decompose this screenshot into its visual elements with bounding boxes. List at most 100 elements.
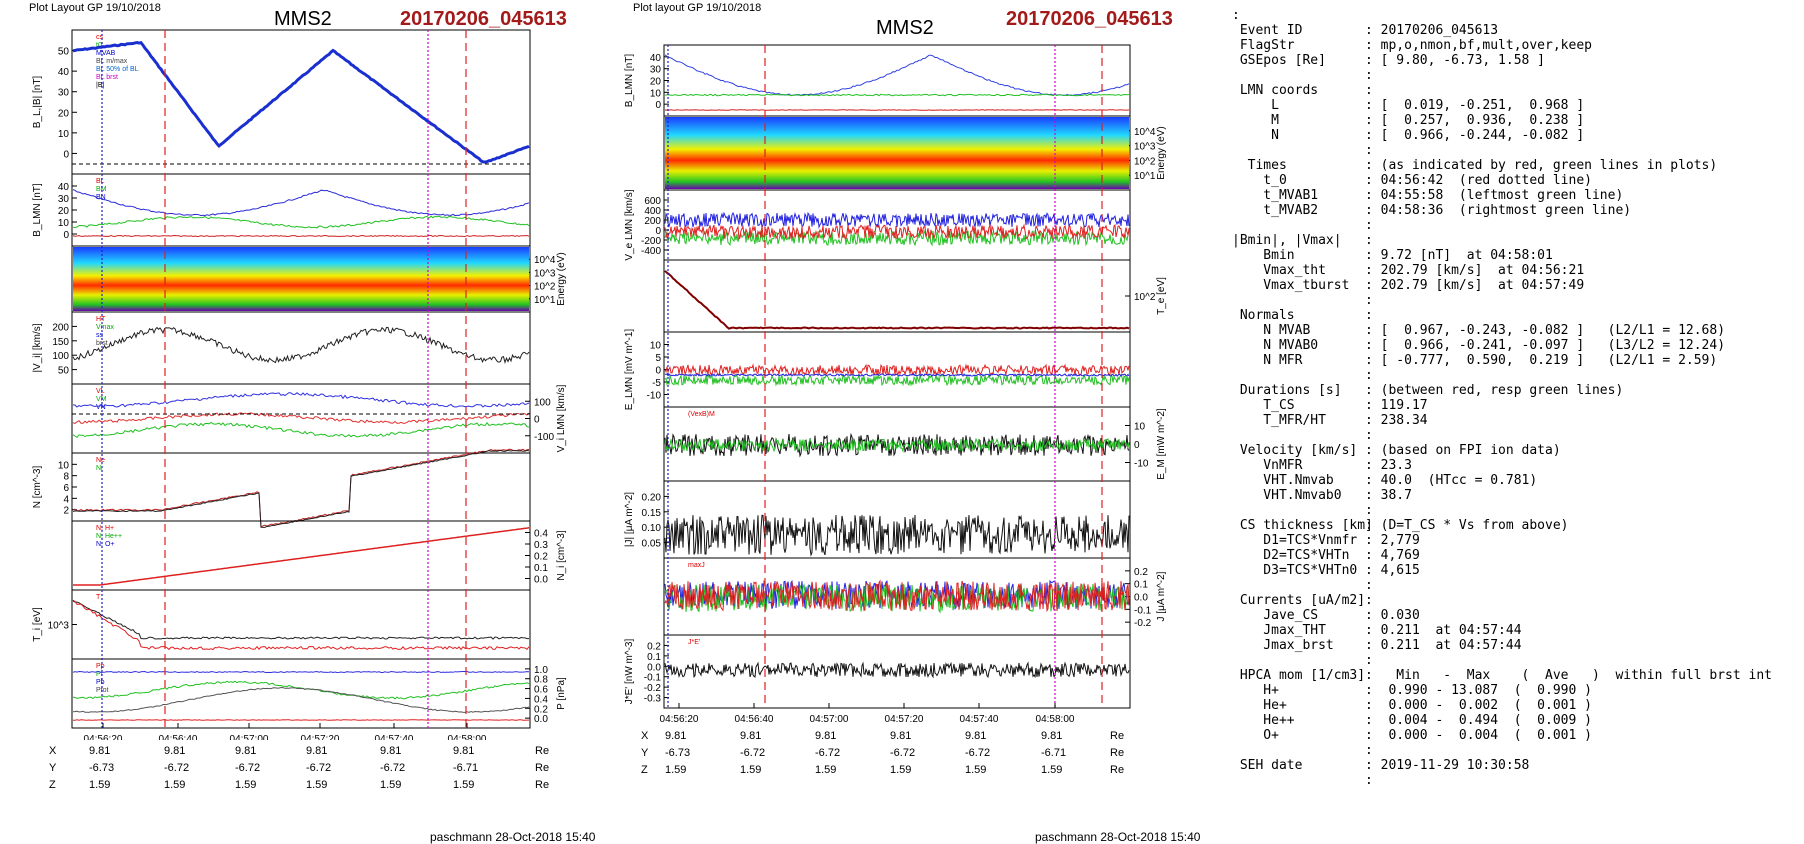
series-line	[665, 663, 1129, 677]
info-value: : 0.990 - 13.087 ( 0.990 )	[1365, 683, 1592, 698]
info-row: Velocity [km/s]: (based on FPI ion data)	[1232, 443, 1772, 458]
position-row-label: Z	[641, 764, 648, 776]
y-tick-label: 20	[58, 206, 70, 217]
panel-frame	[664, 45, 1130, 116]
y-tick-label: 0.3	[534, 540, 548, 551]
info-row: FlagStr: mp,o,nmon,bf,mult,over,keep	[1232, 38, 1772, 53]
info-key: He+	[1232, 698, 1365, 713]
info-key: FlagStr	[1232, 38, 1365, 53]
info-row: Times: (as indicated by red, green lines…	[1232, 158, 1772, 173]
x-tick-label: 04:57:00	[230, 734, 269, 740]
info-key: |Bmin|, |Vmax|	[1232, 233, 1365, 248]
position-unit: Re	[1110, 730, 1124, 742]
info-row: Durations [s]: (between red, resp green …	[1232, 383, 1772, 398]
y-tick-label: 30	[58, 194, 70, 205]
info-key: Jmax_brst	[1232, 638, 1365, 653]
info-key: Event ID	[1232, 23, 1365, 38]
info-row: H+: 0.990 - 13.087 ( 0.990 )	[1232, 683, 1772, 698]
y-axis-label: |V_i| [km/s]	[32, 323, 43, 372]
position-value: 9.81	[235, 745, 256, 757]
position-row-label: Z	[49, 779, 56, 791]
y-tick-label: 0	[63, 230, 69, 241]
position-row-label: Y	[641, 747, 648, 759]
info-key: Durations [s]	[1232, 383, 1365, 398]
info-row: T_CS: 119.17	[1232, 398, 1772, 413]
position-value: 1.59	[164, 779, 185, 791]
info-value: : 119.17	[1365, 398, 1428, 413]
info-value: : [ -0.777, 0.590, 0.219 ] (L2/L1 = 2.59…	[1365, 353, 1717, 368]
y-tick-label: 0.10	[642, 523, 662, 534]
energy-spectrogram	[73, 247, 529, 311]
info-key: T_CS	[1232, 398, 1365, 413]
y-tick-label: 1.0	[534, 665, 548, 676]
info-row: VnMFR: 23.3	[1232, 458, 1772, 473]
info-row: D1=TCS*Vnmfr: 2,779	[1232, 533, 1772, 548]
series-line	[73, 600, 529, 639]
info-value: : 238.34	[1365, 413, 1428, 428]
y-tick-label: 0	[63, 149, 69, 160]
position-value: 1.59	[453, 779, 474, 791]
info-key: t_MVAB1	[1232, 188, 1365, 203]
position-value: -6.71	[1041, 747, 1066, 759]
y-tick-label: 0.0	[647, 662, 661, 673]
position-value: -6.72	[890, 747, 915, 759]
info-key: HPCA mom [1/cm3]	[1232, 668, 1365, 683]
y-tick-label: -10	[647, 391, 662, 402]
info-value: : 04:58:36 (rightmost green line)	[1365, 203, 1631, 218]
x-tick-label: 04:57:20	[885, 714, 924, 725]
y-tick-label: 0	[655, 100, 661, 111]
y-tick-label: 10	[58, 129, 70, 140]
info-key: VHT.Nmvab0	[1232, 488, 1365, 503]
info-key: T_MFR/HT	[1232, 413, 1365, 428]
y-tick-label: 10^4	[1134, 127, 1156, 138]
info-value: : mp,o,nmon,bf,mult,over,keep	[1365, 38, 1592, 53]
position-value: -6.72	[740, 747, 765, 759]
position-value: 9.81	[89, 745, 110, 757]
legend-entry: Vmax	[96, 324, 114, 331]
series-line	[73, 327, 529, 362]
position-value: 9.81	[380, 745, 401, 757]
info-key: He++	[1232, 713, 1365, 728]
info-value: :	[1365, 578, 1373, 593]
y-tick-label: 2	[63, 506, 69, 517]
position-row-label: X	[49, 745, 56, 757]
y-tick-label: 10^3	[534, 268, 556, 279]
y-axis-label: B_L,|B| [nT]	[32, 76, 43, 129]
info-key: CS thickness [km]	[1232, 518, 1365, 533]
y-tick-label: -0.1	[1134, 605, 1152, 616]
info-row: N MVAB0: [ 0.966, -0.241, -0.097 ] (L3/L…	[1232, 338, 1772, 353]
left-footer: paschmann 28-Oct-2018 15:40	[430, 830, 595, 844]
y-axis-label: E_M [mW m^-2]	[1156, 408, 1167, 480]
info-key: L	[1232, 98, 1365, 113]
info-key: Vmax_tht	[1232, 263, 1365, 278]
info-key: D3=TCS*VHTn0	[1232, 563, 1365, 578]
position-value: -6.73	[89, 762, 114, 774]
position-value: -6.73	[665, 747, 690, 759]
y-tick-label: 0.15	[642, 508, 662, 519]
y-tick-label: 0.0	[534, 575, 548, 586]
y-tick-label: 10	[650, 341, 662, 352]
info-row: Vmax_tburst: 202.79 [km/s] at 04:57:49	[1232, 278, 1772, 293]
y-tick-label: -0.1	[644, 673, 662, 684]
y-tick-label: 50	[58, 47, 70, 58]
info-key: SEH date	[1232, 758, 1365, 773]
info-row: :	[1232, 68, 1772, 83]
x-tick-label: 04:57:00	[810, 714, 849, 725]
info-row: :	[1232, 428, 1772, 443]
info-row: t_MVAB1: 04:55:58 (leftmost green line)	[1232, 188, 1772, 203]
position-value: 9.81	[890, 730, 911, 742]
info-row: N: [ 0.966, -0.244, -0.082 ]	[1232, 128, 1772, 143]
y-tick-label: 10	[58, 460, 70, 471]
y-tick-label: 0.05	[642, 539, 662, 550]
y-tick-label: 50	[58, 366, 70, 377]
position-value: -6.72	[164, 762, 189, 774]
position-value: 9.81	[665, 730, 686, 742]
panel-9: 0.00.20.40.60.81.0P [nPa]PpPtPbPtot	[72, 659, 567, 728]
info-value: : 0.000 - 0.004 ( 0.001 )	[1365, 728, 1592, 743]
y-tick-label: 0.0	[1134, 593, 1148, 604]
